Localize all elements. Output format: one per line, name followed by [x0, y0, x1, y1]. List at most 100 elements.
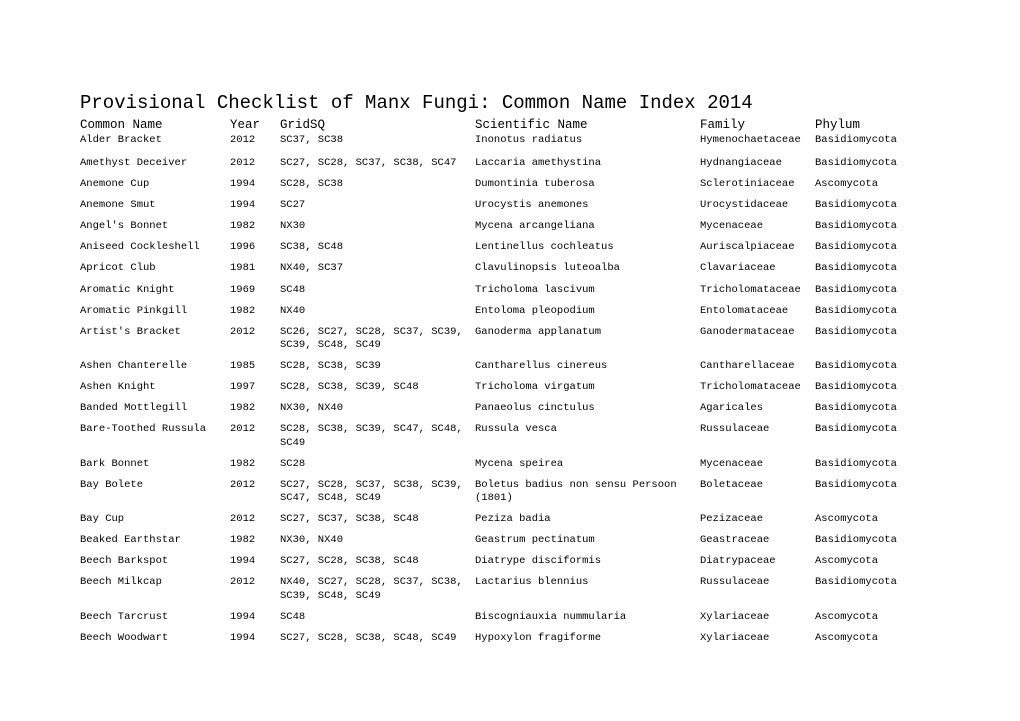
cell-gridsq: SC28, SC38, SC39: [280, 360, 475, 373]
cell-common-name: Beaked Earthstar: [80, 534, 230, 547]
cell-phylum: Ascomycota: [815, 178, 915, 191]
cell-common-name: Ashen Knight: [80, 381, 230, 394]
cell-year: 1994: [230, 555, 280, 568]
cell-family: Clavariaceae: [700, 262, 815, 275]
cell-scientific-name: Ganoderma applanatum: [475, 326, 700, 339]
cell-phylum: Basidiomycota: [815, 534, 915, 547]
cell-phylum: Basidiomycota: [815, 262, 915, 275]
cell-common-name: Beech Barkspot: [80, 555, 230, 568]
cell-gridsq: NX40, SC27, SC28, SC37, SC38, SC39, SC48…: [280, 576, 475, 602]
cell-year: 1982: [230, 305, 280, 318]
cell-gridsq: SC38, SC48: [280, 241, 475, 254]
cell-gridsq: SC27, SC28, SC37, SC38, SC47: [280, 157, 475, 170]
cell-gridsq: SC48: [280, 611, 475, 624]
cell-family: Diatrypaceae: [700, 555, 815, 568]
cell-family: Tricholomataceae: [700, 381, 815, 394]
cell-family: Hydnangiaceae: [700, 157, 815, 170]
cell-year: 1994: [230, 611, 280, 624]
col-header-year: Year: [230, 118, 280, 134]
cell-scientific-name: Geastrum pectinatum: [475, 534, 700, 547]
table-row: Bay Bolete2012SC27, SC28, SC37, SC38, SC…: [80, 479, 940, 505]
table-row: Aniseed Cockleshell1996SC38, SC48Lentine…: [80, 241, 940, 254]
cell-scientific-name: Biscogniauxia nummularia: [475, 611, 700, 624]
cell-family: Xylariaceae: [700, 632, 815, 645]
cell-common-name: Anemone Cup: [80, 178, 230, 191]
cell-common-name: Angel's Bonnet: [80, 220, 230, 233]
table-row: Bark Bonnet1982SC28Mycena speireaMycenac…: [80, 458, 940, 471]
cell-scientific-name: Inonotus radiatus: [475, 134, 700, 147]
table-row: Anemone Smut1994SC27Urocystis anemonesUr…: [80, 199, 940, 212]
cell-gridsq: SC28: [280, 458, 475, 471]
cell-scientific-name: Laccaria amethystina: [475, 157, 700, 170]
cell-year: 1982: [230, 402, 280, 415]
table-row: Beech Woodwart1994SC27, SC28, SC38, SC48…: [80, 632, 940, 645]
cell-year: 1982: [230, 220, 280, 233]
cell-family: Agaricales: [700, 402, 815, 415]
cell-common-name: Aromatic Pinkgill: [80, 305, 230, 318]
cell-scientific-name: Mycena speirea: [475, 458, 700, 471]
cell-common-name: Bay Bolete: [80, 479, 230, 492]
cell-family: Xylariaceae: [700, 611, 815, 624]
cell-phylum: Basidiomycota: [815, 157, 915, 170]
cell-family: Pezizaceae: [700, 513, 815, 526]
cell-family: Cantharellaceae: [700, 360, 815, 373]
cell-common-name: Beech Milkcap: [80, 576, 230, 589]
cell-gridsq: SC28, SC38: [280, 178, 475, 191]
cell-year: 1994: [230, 178, 280, 191]
cell-year: 2012: [230, 157, 280, 170]
cell-common-name: Apricot Club: [80, 262, 230, 275]
cell-gridsq: SC27, SC28, SC37, SC38, SC39, SC47, SC48…: [280, 479, 475, 505]
cell-common-name: Beech Tarcrust: [80, 611, 230, 624]
table-row: Amethyst Deceiver2012SC27, SC28, SC37, S…: [80, 157, 940, 170]
cell-gridsq: NX30, NX40: [280, 534, 475, 547]
cell-gridsq: NX30: [280, 220, 475, 233]
cell-phylum: Ascomycota: [815, 513, 915, 526]
cell-family: Geastraceae: [700, 534, 815, 547]
cell-family: Entolomataceae: [700, 305, 815, 318]
cell-year: 2012: [230, 576, 280, 589]
cell-phylum: Basidiomycota: [815, 458, 915, 471]
cell-scientific-name: Tricholoma lascivum: [475, 284, 700, 297]
cell-scientific-name: Panaeolus cinctulus: [475, 402, 700, 415]
table-row: Apricot Club1981NX40, SC37Clavulinopsis …: [80, 262, 940, 275]
cell-year: 1982: [230, 534, 280, 547]
table-row: Bay Cup2012SC27, SC37, SC38, SC48Peziza …: [80, 513, 940, 526]
cell-family: Sclerotiniaceae: [700, 178, 815, 191]
cell-gridsq: SC27, SC28, SC38, SC48, SC49: [280, 632, 475, 645]
cell-common-name: Bay Cup: [80, 513, 230, 526]
cell-year: 2012: [230, 134, 280, 147]
cell-family: Auriscalpiaceae: [700, 241, 815, 254]
cell-phylum: Basidiomycota: [815, 402, 915, 415]
cell-family: Urocystidaceae: [700, 199, 815, 212]
cell-common-name: Alder Bracket: [80, 134, 230, 147]
cell-common-name: Bark Bonnet: [80, 458, 230, 471]
cell-gridsq: NX40: [280, 305, 475, 318]
cell-gridsq: SC27, SC37, SC38, SC48: [280, 513, 475, 526]
table-row: Ashen Chanterelle1985SC28, SC38, SC39Can…: [80, 360, 940, 373]
cell-year: 1981: [230, 262, 280, 275]
table-row: Anemone Cup1994SC28, SC38Dumontinia tube…: [80, 178, 940, 191]
cell-year: 2012: [230, 326, 280, 339]
cell-phylum: Basidiomycota: [815, 360, 915, 373]
cell-scientific-name: Clavulinopsis luteoalba: [475, 262, 700, 275]
col-header-grid: GridSQ: [280, 118, 475, 134]
cell-scientific-name: Lentinellus cochleatus: [475, 241, 700, 254]
page-title: Provisional Checklist of Manx Fungi: Com…: [80, 92, 940, 114]
cell-family: Ganodermataceae: [700, 326, 815, 339]
table-row: Aromatic Pinkgill1982NX40Entoloma pleopo…: [80, 305, 940, 318]
cell-year: 2012: [230, 479, 280, 492]
cell-year: 1997: [230, 381, 280, 394]
cell-scientific-name: Cantharellus cinereus: [475, 360, 700, 373]
cell-common-name: Aromatic Knight: [80, 284, 230, 297]
table-row: Angel's Bonnet1982NX30Mycena arcangelian…: [80, 220, 940, 233]
cell-phylum: Ascomycota: [815, 611, 915, 624]
table-row: Banded Mottlegill1982NX30, NX40Panaeolus…: [80, 402, 940, 415]
cell-gridsq: SC28, SC38, SC39, SC47, SC48, SC49: [280, 423, 475, 449]
cell-common-name: Bare-Toothed Russula: [80, 423, 230, 436]
cell-scientific-name: Boletus badius non sensu Persoon (1801): [475, 479, 700, 505]
table-row: Beech Barkspot1994SC27, SC28, SC38, SC48…: [80, 555, 940, 568]
table-row: Beech Tarcrust1994SC48Biscogniauxia numm…: [80, 611, 940, 624]
cell-phylum: Ascomycota: [815, 632, 915, 645]
cell-scientific-name: Diatrype disciformis: [475, 555, 700, 568]
document-page: Provisional Checklist of Manx Fungi: Com…: [0, 0, 1020, 693]
